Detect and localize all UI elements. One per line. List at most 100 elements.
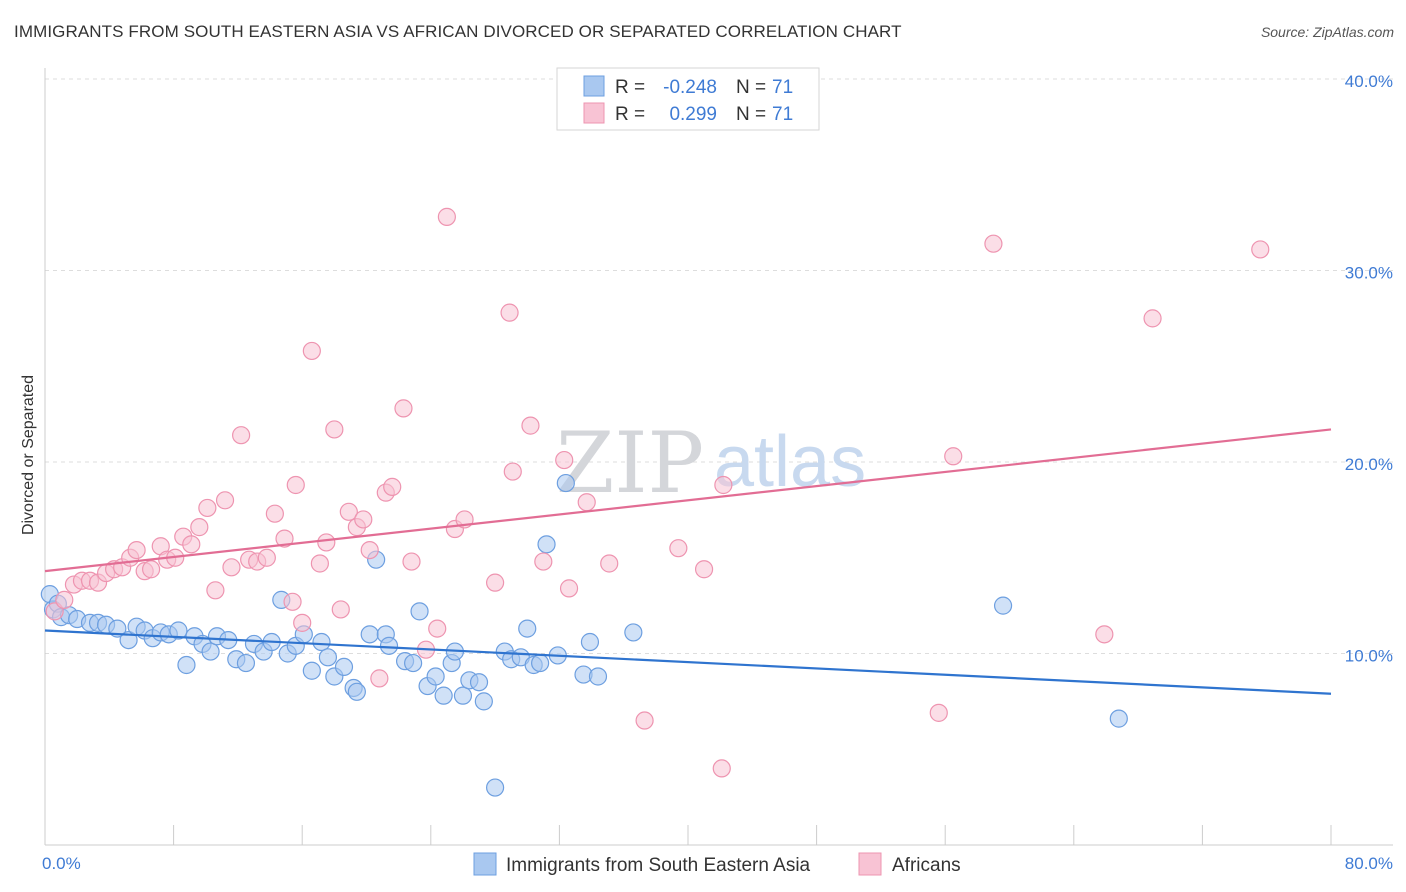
legend-swatch-blue xyxy=(583,75,605,97)
bottom-legend-swatch-blue xyxy=(473,852,497,876)
point-africans xyxy=(1251,240,1270,259)
point-africans xyxy=(486,573,505,592)
trend-line-africans xyxy=(44,428,1332,573)
chart-title: IMMIGRANTS FROM SOUTH EASTERN ASIA VS AF… xyxy=(14,22,902,41)
point-immigrants-se-asia xyxy=(312,632,331,652)
trend-line-immigrants-se-asia xyxy=(44,629,1332,695)
point-africans xyxy=(275,529,294,548)
point-africans xyxy=(190,518,209,537)
y-tick-labels: 10.0% 20.0% 30.0% 40.0% xyxy=(1345,72,1393,666)
y-axis-label: Divorced or Separated xyxy=(20,375,37,535)
point-immigrants-se-asia xyxy=(379,636,399,655)
point-africans xyxy=(577,493,596,512)
point-immigrants-se-asia xyxy=(360,625,379,644)
point-africans xyxy=(302,341,321,361)
point-immigrants-se-asia xyxy=(486,778,505,797)
point-africans xyxy=(182,535,201,554)
legend-top: R = -0.248 N = 71 R = 0.299 N = 71 xyxy=(556,67,820,131)
point-africans xyxy=(141,560,161,579)
point-africans xyxy=(370,669,389,688)
legend-bottom: Immigrants from South Eastern Asia Afric… xyxy=(473,852,961,876)
point-africans xyxy=(521,416,540,435)
point-africans xyxy=(635,711,654,730)
point-africans xyxy=(310,554,329,573)
point-africans xyxy=(331,600,350,619)
point-africans xyxy=(1095,625,1114,644)
point-immigrants-se-asia xyxy=(474,692,493,711)
point-immigrants-se-asia xyxy=(518,619,537,638)
point-immigrants-se-asia xyxy=(453,686,473,705)
point-immigrants-se-asia xyxy=(334,657,354,677)
point-africans xyxy=(55,590,74,609)
axes xyxy=(44,68,1393,846)
point-africans xyxy=(712,759,731,778)
point-africans xyxy=(500,303,519,322)
point-immigrants-se-asia xyxy=(404,653,423,673)
legend-r-label-2: R = xyxy=(615,104,645,125)
bottom-legend-label-blue: Immigrants from South Eastern Asia xyxy=(506,855,811,876)
point-immigrants-se-asia xyxy=(169,621,188,640)
point-immigrants-se-asia xyxy=(201,642,220,661)
bottom-legend-swatch-pink xyxy=(858,852,882,876)
point-africans xyxy=(222,558,241,577)
y-tick-label: 10.0% xyxy=(1345,647,1393,666)
point-immigrants-se-asia xyxy=(318,648,338,667)
legend-r-label-1: R = xyxy=(615,77,645,98)
point-africans xyxy=(559,579,579,598)
point-africans xyxy=(669,539,688,558)
point-immigrants-se-asia xyxy=(426,667,445,686)
point-africans xyxy=(206,581,225,600)
point-africans xyxy=(394,399,413,418)
point-africans xyxy=(215,491,235,510)
point-africans xyxy=(283,592,302,611)
y-tick-label: 40.0% xyxy=(1345,72,1393,91)
point-immigrants-se-asia xyxy=(410,602,429,621)
legend-r-value-1: -0.248 xyxy=(663,77,717,98)
point-immigrants-se-asia xyxy=(531,653,550,673)
point-africans xyxy=(944,447,963,466)
point-africans xyxy=(127,540,146,560)
legend-n-value-2: 71 xyxy=(772,104,793,125)
point-africans xyxy=(1143,309,1162,328)
point-africans xyxy=(929,703,948,722)
point-africans xyxy=(984,234,1003,253)
point-africans xyxy=(339,502,358,521)
legend-n-value-1: 71 xyxy=(772,77,793,98)
trend-lines xyxy=(44,428,1332,695)
point-africans xyxy=(293,613,312,632)
point-africans xyxy=(503,462,522,481)
x-tick-labels: 0.0% 80.0% xyxy=(42,854,1393,873)
point-africans xyxy=(534,552,553,571)
point-immigrants-se-asia xyxy=(556,473,575,493)
legend-n-label-2: N = xyxy=(736,104,766,125)
point-africans xyxy=(714,475,733,495)
x-tick-label: 80.0% xyxy=(1345,854,1393,873)
point-africans xyxy=(286,475,305,495)
point-immigrants-se-asia xyxy=(537,535,556,554)
legend-n-label-1: N = xyxy=(736,77,766,98)
legend-swatch-pink xyxy=(583,102,605,124)
point-immigrants-se-asia xyxy=(1109,709,1128,728)
point-africans xyxy=(555,450,574,470)
point-immigrants-se-asia xyxy=(302,661,321,680)
data-points xyxy=(40,207,1270,797)
point-immigrants-se-asia xyxy=(469,673,489,692)
point-africans xyxy=(325,420,344,439)
y-tick-label: 30.0% xyxy=(1345,264,1393,283)
point-immigrants-se-asia xyxy=(347,682,366,701)
point-immigrants-se-asia xyxy=(434,686,453,705)
point-africans xyxy=(402,552,421,571)
point-africans xyxy=(317,533,336,552)
point-immigrants-se-asia xyxy=(177,655,196,675)
legend-r-value-2: 0.299 xyxy=(669,104,717,125)
point-africans xyxy=(360,540,379,560)
point-immigrants-se-asia xyxy=(236,653,256,673)
point-africans xyxy=(265,504,284,523)
source-note: Source: ZipAtlas.com xyxy=(1260,24,1394,40)
y-tick-label: 20.0% xyxy=(1345,455,1393,474)
point-africans xyxy=(600,554,619,573)
point-immigrants-se-asia xyxy=(624,623,643,642)
point-africans xyxy=(437,207,456,226)
watermark-zip: ZIP xyxy=(556,414,704,512)
